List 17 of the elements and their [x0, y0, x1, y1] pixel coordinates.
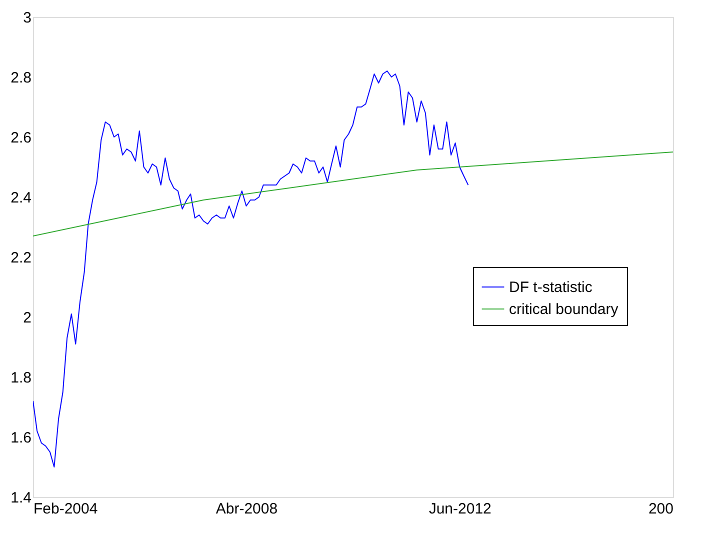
- x-tick-label: Abr-2008: [216, 500, 278, 518]
- line-series: [33, 152, 673, 236]
- y-tick-label: 1.8: [10, 370, 32, 386]
- y-tick-label: 2.6: [10, 130, 32, 146]
- legend-label: DF t-statistic: [509, 279, 593, 296]
- y-tick-label: 2.4: [10, 190, 32, 206]
- y-tick-label: 3: [23, 10, 32, 26]
- x-tick-label: 200: [648, 500, 674, 518]
- y-tick-label: 1.6: [10, 430, 32, 446]
- line-series: [33, 70, 469, 468]
- y-tick-label: 2: [23, 310, 32, 326]
- y-tick-label: 2.8: [10, 70, 32, 86]
- x-tick-label: Feb-2004: [34, 500, 98, 518]
- y-tick-label: 2.2: [10, 250, 32, 266]
- x-tick-label: Jun-2012: [428, 500, 492, 518]
- legend-label: critical boundary: [509, 301, 619, 318]
- y-tick-label: 1.4: [10, 490, 32, 506]
